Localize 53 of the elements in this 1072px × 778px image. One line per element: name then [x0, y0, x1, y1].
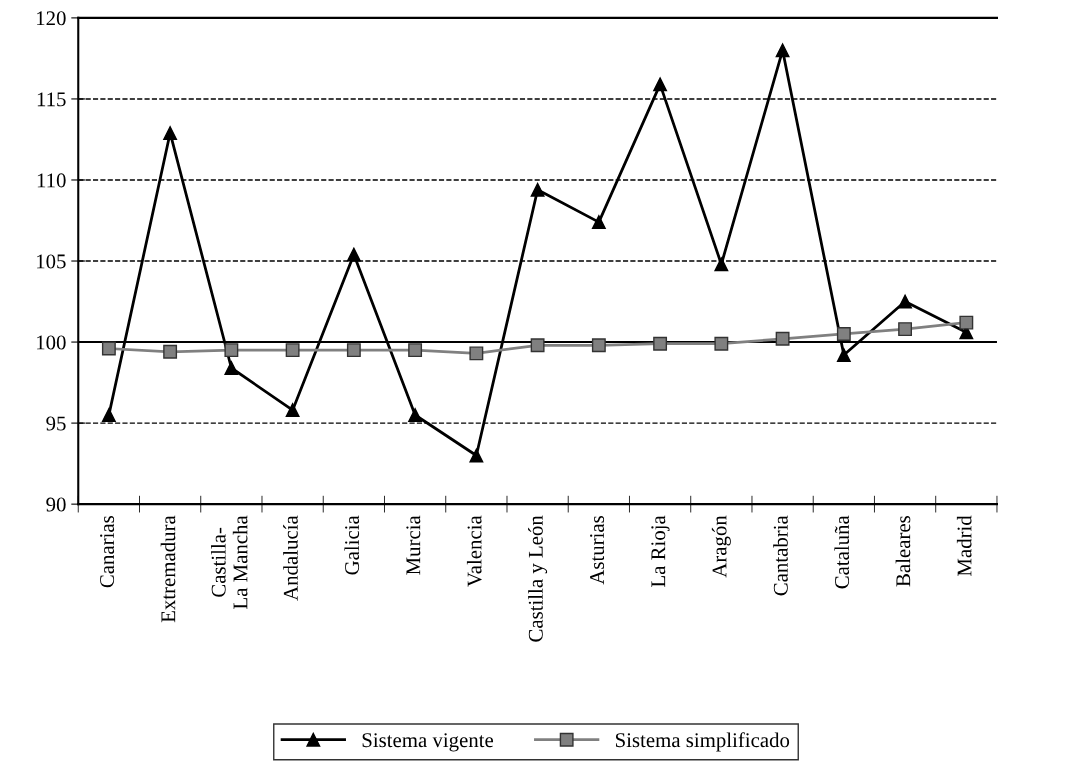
y-tick-label: 90: [46, 497, 66, 512]
x-tick-label: Galicia: [344, 515, 360, 575]
y-tick-label: 105: [37, 254, 66, 269]
y-tick-label: 115: [37, 92, 66, 107]
point: [285, 403, 300, 418]
point: [653, 336, 668, 351]
point: [469, 448, 484, 463]
point: [408, 343, 423, 358]
legend-label: Sistema vigente: [362, 733, 494, 752]
point: [346, 247, 361, 262]
y-tick-label: 110: [37, 173, 66, 188]
x-tick-label: Valencia: [466, 515, 482, 587]
x-tick-label: Castilla y León: [528, 515, 548, 642]
point: [836, 348, 851, 362]
x-tick-label: Aragón: [711, 515, 731, 578]
y-tick-label: 95: [46, 416, 66, 431]
point: [836, 327, 851, 341]
point: [408, 408, 423, 422]
x-tick-label: Madrid: [956, 515, 972, 576]
point: [591, 215, 606, 230]
point: [714, 257, 729, 272]
point: [469, 346, 484, 361]
point: [653, 77, 668, 92]
x-tick-label: Andalucía: [283, 515, 298, 601]
point: [101, 341, 116, 356]
point: [224, 343, 239, 358]
point: [285, 343, 300, 358]
x-tick-label: Extremadura: [160, 515, 176, 623]
x-tick-label: Asturias: [590, 516, 605, 585]
point: [775, 43, 790, 58]
point: [163, 344, 178, 359]
x-tick-label: Canarias: [100, 516, 115, 588]
point: [959, 315, 974, 330]
point: [163, 126, 178, 140]
point: [714, 336, 729, 351]
point: [775, 331, 790, 346]
point: [898, 322, 913, 337]
x-tick-label: Castilla- La Mancha: [211, 515, 248, 609]
y-tick-label: 120: [37, 11, 66, 26]
point: [101, 408, 116, 422]
x-tick-label: Baleares: [895, 516, 911, 587]
y-tick-label: 100: [37, 335, 66, 350]
point: [530, 338, 545, 353]
point: [898, 294, 913, 309]
legend-label: Sistema simplificado: [615, 732, 790, 752]
point: [346, 343, 361, 358]
x-tick-label: Cataluña: [834, 515, 850, 589]
x-tick-label: Murcia: [406, 515, 421, 575]
point: [224, 361, 239, 375]
x-tick-label: La Rioja: [651, 515, 670, 587]
x-tick-label: Cantabria: [773, 515, 788, 596]
point: [530, 182, 545, 197]
point: [591, 338, 606, 353]
